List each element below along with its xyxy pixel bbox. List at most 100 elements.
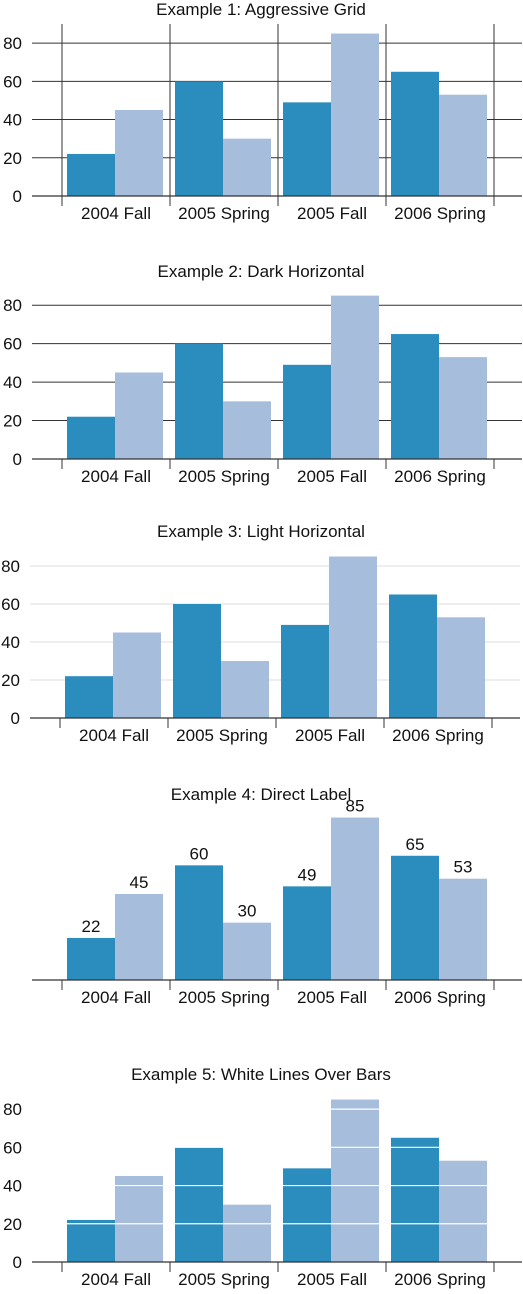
bar-series1-2005-fall (283, 1168, 331, 1262)
bar-series1-2004-fall (67, 937, 115, 980)
y-tick-label: 60 (3, 335, 22, 354)
bar-series1-2005-fall (281, 624, 329, 718)
category-label: 2005 Fall (295, 726, 365, 745)
bar-series2-2006-spring (439, 1160, 487, 1262)
bar-series1-2005-fall (283, 886, 331, 980)
category-label: 2005 Fall (297, 988, 367, 1007)
bar-series2-2005-spring (223, 922, 271, 980)
data-label: 45 (130, 873, 149, 892)
bar-series1-2005-fall (283, 364, 331, 459)
chart-4: Example 4: Direct Label 22 45 2004 Fall 60 30… (32, 785, 522, 1007)
y-tick-label: 0 (13, 1253, 22, 1272)
bar-series2-2006-spring (439, 357, 487, 459)
y-tick-label: 20 (3, 149, 22, 168)
data-label: 53 (454, 858, 473, 877)
category-label: 2006 Spring (394, 988, 486, 1007)
data-label: 85 (346, 797, 365, 816)
category-label: 2004 Fall (81, 467, 151, 486)
category-label: 2005 Spring (178, 467, 270, 486)
chart-title: Example 3: Light Horizontal (157, 522, 365, 541)
y-tick-label: 20 (3, 412, 22, 431)
chart-3: Example 3: Light Horizontal 2004 Fall 2005… (1, 522, 520, 745)
bar-series2-2005-fall (331, 295, 379, 459)
bar-series1-2005-spring (175, 865, 223, 980)
category-label: 2005 Spring (178, 988, 270, 1007)
bar-series1-2006-spring (391, 855, 439, 980)
category-label: 2006 Spring (392, 726, 484, 745)
bar-series1-2005-spring (173, 604, 221, 718)
y-tick-label: 40 (3, 1177, 22, 1196)
bar-series2-2005-fall (331, 33, 379, 196)
y-tick-label: 20 (1, 671, 20, 690)
category-label: 2004 Fall (81, 988, 151, 1007)
bar-series2-2006-spring (439, 878, 487, 980)
y-tick-label: 0 (11, 709, 20, 728)
y-tick-label: 80 (1, 557, 20, 576)
y-tick-label: 80 (3, 34, 22, 53)
bar-series2-2005-spring (223, 138, 271, 196)
category-label: 2006 Spring (394, 467, 486, 486)
category-label: 2004 Fall (81, 204, 151, 223)
bar-series2-2004-fall (115, 110, 163, 196)
y-tick-label: 20 (3, 1215, 22, 1234)
bar-series2-2004-fall (115, 1176, 163, 1262)
y-tick-label: 0 (13, 450, 22, 469)
data-label: 49 (298, 865, 317, 884)
data-label: 65 (406, 835, 425, 854)
bar-series1-2006-spring (391, 1137, 439, 1262)
category-label: 2005 Fall (297, 204, 367, 223)
bar-series2-2004-fall (115, 894, 163, 980)
chart-2: Example 2: Dark Horizontal 2004 Fall 2005 … (3, 262, 522, 486)
y-tick-label: 60 (1, 595, 20, 614)
bar-series1-2006-spring (389, 594, 437, 718)
bar-series2-2005-fall (329, 556, 377, 718)
bar-series2-2005-spring (223, 401, 271, 459)
category-label: 2005 Fall (297, 467, 367, 486)
bar-series2-2005-fall (331, 817, 379, 980)
bar-series2-2005-fall (331, 1099, 379, 1262)
bar-series1-2005-spring (175, 81, 223, 196)
bar-series1-2005-spring (175, 343, 223, 459)
chart-title: Example 4: Direct Label (171, 785, 351, 804)
chart-1: Example 1: Aggressive Grid 2004 Fall 2005 … (3, 0, 522, 223)
bar-series2-2006-spring (439, 94, 487, 196)
data-label: 60 (190, 844, 209, 863)
category-label: 2006 Spring (394, 1270, 486, 1289)
bar-series2-2005-spring (223, 1204, 271, 1262)
category-label: 2005 Spring (178, 1270, 270, 1289)
bar-series1-2004-fall (67, 1219, 115, 1262)
y-tick-label: 40 (3, 373, 22, 392)
data-label: 30 (238, 902, 257, 921)
bar-series1-2005-fall (283, 102, 331, 196)
bar-series2-2006-spring (437, 617, 485, 718)
y-tick-label: 40 (1, 633, 20, 652)
bar-series1-2005-spring (175, 1147, 223, 1262)
y-tick-label: 40 (3, 111, 22, 130)
category-label: 2005 Spring (176, 726, 268, 745)
y-tick-label: 60 (3, 72, 22, 91)
bar-series1-2006-spring (391, 71, 439, 196)
bar-series2-2004-fall (113, 632, 161, 718)
category-label: 2004 Fall (79, 726, 149, 745)
bar-series1-2004-fall (67, 416, 115, 459)
bar-series2-2004-fall (115, 372, 163, 459)
chart-title: Example 2: Dark Horizontal (158, 262, 365, 281)
bar-series1-2006-spring (391, 334, 439, 459)
chart-5: Example 5: White Lines Over Bars 2004 Fal… (3, 1065, 522, 1289)
chart-title: Example 1: Aggressive Grid (156, 0, 366, 19)
bar-series1-2004-fall (65, 676, 113, 718)
y-tick-label: 80 (3, 1100, 22, 1119)
category-label: 2004 Fall (81, 1270, 151, 1289)
category-label: 2005 Fall (297, 1270, 367, 1289)
bar-series1-2004-fall (67, 153, 115, 196)
category-label: 2006 Spring (394, 204, 486, 223)
y-tick-label: 80 (3, 296, 22, 315)
y-tick-label: 0 (13, 187, 22, 206)
chart-title: Example 5: White Lines Over Bars (131, 1065, 391, 1084)
category-label: 2005 Spring (178, 204, 270, 223)
data-label: 22 (82, 917, 101, 936)
bar-series2-2005-spring (221, 661, 269, 718)
y-tick-label: 60 (3, 1138, 22, 1157)
